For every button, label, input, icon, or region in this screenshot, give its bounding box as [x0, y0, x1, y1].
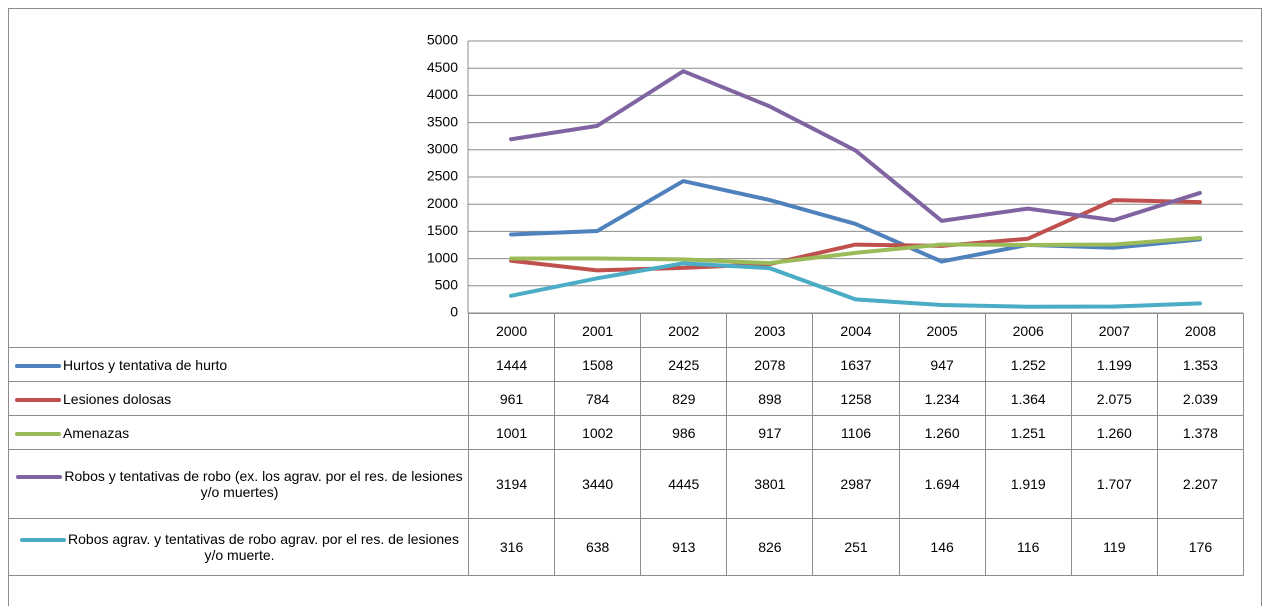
legend-swatch [15, 431, 61, 436]
data-cell: 947 [898, 347, 986, 382]
legend-cell: Robos y tentativas de robo (ex. los agra… [8, 449, 469, 519]
legend-swatch [15, 363, 61, 368]
data-cell: 1444 [467, 347, 556, 382]
data-cell: 316 [467, 518, 556, 576]
data-cell: 2.039 [1156, 381, 1244, 416]
data-cell: 1.919 [984, 449, 1072, 519]
data-cell: 4445 [640, 449, 728, 519]
legend-label: Amenazas [63, 424, 130, 441]
y-tick-label: 2500 [427, 168, 458, 184]
data-cell: 917 [726, 415, 814, 450]
y-tick-label: 0 [450, 304, 458, 320]
data-cell: 1.260 [1070, 415, 1158, 450]
legend-label: Robos agrav. y tentativas de robo agrav.… [68, 531, 459, 563]
legend-cell: Lesiones dolosas [8, 381, 469, 416]
data-row: Hurtos y tentativa de hurto 1444 1508 2425 2… [8, 347, 1244, 382]
data-cell: 2.075 [1070, 381, 1158, 416]
y-tick-label: 5000 [427, 32, 458, 48]
x-tick-label: 2005 [898, 313, 986, 348]
legend-swatch [15, 397, 61, 402]
data-cell: 826 [726, 518, 814, 576]
data-cell: 1.694 [898, 449, 986, 519]
y-tick-label: 4000 [427, 86, 458, 102]
data-cell: 3440 [554, 449, 642, 519]
y-tick-label: 3000 [427, 141, 458, 157]
data-cell: 1.707 [1070, 449, 1158, 519]
data-cell: 2987 [812, 449, 900, 519]
data-cell: 1508 [554, 347, 642, 382]
data-cell: 176 [1156, 518, 1244, 576]
legend-label: Hurtos y tentativa de hurto [63, 356, 228, 373]
data-cell: 961 [467, 381, 556, 416]
y-tick-label: 2000 [427, 195, 458, 211]
data-cell: 1.251 [984, 415, 1072, 450]
data-row: Amenazas 1001 1002 986 917 1106 1.260 1.251 1.26… [8, 415, 1244, 450]
legend-cell: Robos agrav. y tentativas de robo agrav.… [8, 518, 469, 576]
data-cell: 1637 [812, 347, 900, 382]
data-cell: 1001 [467, 415, 556, 450]
y-tick-label: 500 [435, 277, 459, 293]
x-tick-label: 2003 [726, 313, 814, 348]
x-tick-label: 2006 [984, 313, 1072, 348]
data-row: Robos agrav. y tentativas de robo agrav.… [8, 518, 1244, 576]
data-table: 2000 2001 2002 2003 2004 2005 2006 2007 2008 Hurt… [8, 313, 1244, 576]
data-cell: 1.252 [984, 347, 1072, 382]
data-cell: 1.199 [1070, 347, 1158, 382]
data-cell: 1.378 [1156, 415, 1244, 450]
data-cell: 1.364 [984, 381, 1072, 416]
data-cell: 1.234 [898, 381, 986, 416]
data-cell: 119 [1070, 518, 1158, 576]
data-cell: 829 [640, 381, 728, 416]
data-cell: 1.260 [898, 415, 986, 450]
x-tick-label: 2001 [554, 313, 642, 348]
data-row: Lesiones dolosas 961 784 829 898 1258 1.234 1.3… [8, 381, 1244, 416]
y-tick-label: 3500 [427, 113, 458, 129]
legend-label: Lesiones dolosas [63, 390, 172, 407]
blank-cell [8, 313, 469, 348]
data-row: Robos y tentativas de robo (ex. los agra… [8, 449, 1244, 519]
series-line [509, 198, 1202, 273]
legend-cell: Amenazas [8, 415, 469, 450]
data-cell: 2.207 [1156, 449, 1244, 519]
data-cell: 898 [726, 381, 814, 416]
series-line [509, 69, 1202, 223]
legend-label: Robos y tentativas de robo (ex. los agra… [64, 468, 463, 500]
x-tick-label: 2007 [1070, 313, 1158, 348]
series-line [509, 261, 1202, 309]
data-cell: 2425 [640, 347, 728, 382]
data-cell: 116 [984, 518, 1072, 576]
header-row: 2000 2001 2002 2003 2004 2005 2006 2007 2008 [8, 313, 1244, 348]
data-cell: 2078 [726, 347, 814, 382]
data-cell: 3194 [467, 449, 556, 519]
y-tick-label: 1500 [427, 222, 458, 238]
data-cell: 986 [640, 415, 728, 450]
legend-swatch [20, 538, 67, 543]
x-tick-label: 2000 [467, 313, 556, 348]
x-tick-label: 2004 [812, 313, 900, 348]
data-cell: 638 [554, 518, 642, 576]
series-line [509, 236, 1202, 266]
data-cell: 3801 [726, 449, 814, 519]
data-cell: 784 [554, 381, 642, 416]
x-tick-label: 2008 [1156, 313, 1244, 348]
legend-swatch [16, 475, 63, 480]
legend-cell: Hurtos y tentativa de hurto [8, 347, 469, 382]
data-cell: 913 [640, 518, 728, 576]
data-cell: 1106 [812, 415, 900, 450]
data-cell: 146 [898, 518, 986, 576]
x-tick-label: 2002 [640, 313, 728, 348]
data-cell: 251 [812, 518, 900, 576]
series-line [509, 179, 1202, 264]
y-tick-label: 1000 [427, 249, 458, 265]
y-tick-label: 4500 [427, 59, 458, 75]
data-cell: 1.353 [1156, 347, 1244, 382]
data-cell: 1002 [554, 415, 642, 450]
data-cell: 1258 [812, 381, 900, 416]
